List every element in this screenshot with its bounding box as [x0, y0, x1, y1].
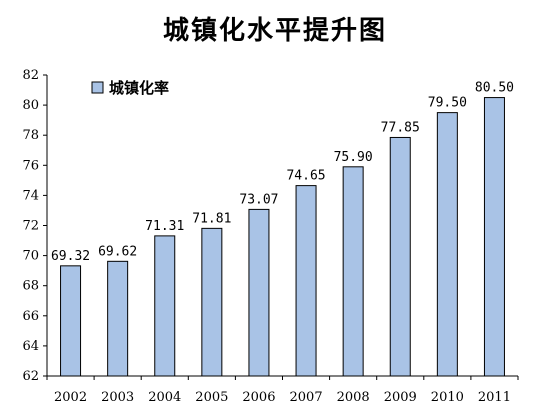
legend-label: 城镇化率 — [109, 79, 169, 97]
data-label: 71.81 — [192, 211, 231, 226]
bar — [154, 235, 176, 377]
bar — [389, 136, 411, 377]
x-tick-label: 2010 — [431, 390, 464, 405]
data-label: 74.65 — [286, 169, 325, 184]
data-label: 80.50 — [475, 81, 514, 96]
x-tick-label: 2008 — [337, 390, 370, 405]
data-label: 73.07 — [239, 192, 278, 207]
bar — [295, 185, 317, 377]
bar — [248, 208, 270, 377]
y-tick-label: 82 — [22, 68, 39, 83]
x-tick-label: 2005 — [195, 390, 228, 405]
bar — [483, 97, 505, 377]
y-tick-label: 66 — [22, 309, 39, 324]
y-tick-label: 62 — [22, 369, 39, 384]
legend-swatch — [91, 81, 104, 94]
bar — [201, 227, 223, 377]
x-tick-label: 2004 — [148, 390, 181, 405]
data-label: 75.90 — [334, 150, 373, 165]
bar — [436, 112, 458, 377]
data-label: 69.32 — [51, 249, 90, 264]
chart-data-labels: 69.32 69.62 71.31 71.81 73.07 74.65 75.90 77.85… — [51, 81, 514, 264]
x-tick-label: 2006 — [242, 390, 275, 405]
bar — [107, 260, 129, 377]
x-tick-label: 2009 — [384, 390, 417, 405]
x-tick-label: 2007 — [290, 390, 323, 405]
bar — [342, 166, 364, 377]
y-tick-label: 78 — [22, 128, 39, 143]
data-label: 69.62 — [98, 244, 137, 259]
chart-axes: 62 64 66 68 70 72 74 76 78 80 82 2002 2003 2004 2005 20… — [22, 68, 519, 405]
y-tick-label: 68 — [22, 279, 39, 294]
x-tick-label: 2003 — [101, 390, 134, 405]
data-label: 71.31 — [145, 219, 184, 234]
chart-title: 城镇化水平提升图 — [162, 16, 387, 46]
x-tick-label: 2002 — [54, 390, 87, 405]
data-label: 77.85 — [381, 120, 420, 135]
y-tick-label: 64 — [22, 339, 39, 354]
y-tick-label: 72 — [22, 219, 39, 234]
y-tick-label: 80 — [22, 98, 39, 113]
y-tick-label: 76 — [22, 158, 39, 173]
chart-bars — [60, 97, 505, 377]
data-label: 79.50 — [428, 96, 467, 111]
y-tick-label: 74 — [22, 188, 39, 203]
chart-legend: 城镇化率 — [91, 79, 169, 97]
bar — [60, 265, 82, 377]
y-tick-label: 70 — [22, 249, 39, 264]
x-tick-label: 2011 — [478, 390, 511, 405]
